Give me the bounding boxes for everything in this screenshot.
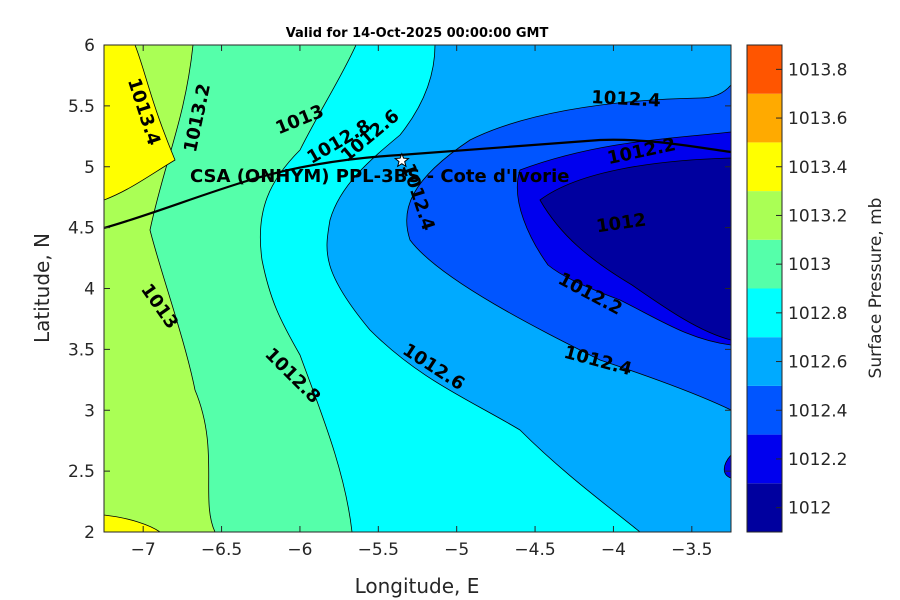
colorbar: 1012 1012.2 1012.4 1012.6 1012.8 1013 1013.2 10… <box>746 44 847 533</box>
site-name: CSA (ONHYM) PPL-3BS - Cote d'Ivorie <box>190 166 569 187</box>
plot-area <box>104 45 731 532</box>
y-axis-label: Latitude, N <box>30 233 54 343</box>
colorbar-tick-label: 1013.8 <box>788 60 847 80</box>
y-tick-label: 4 <box>84 280 95 300</box>
y-tick-label: 2 <box>84 523 95 543</box>
x-tick-label: −5 <box>444 540 469 560</box>
y-tick-label: 3 <box>84 401 95 421</box>
site-star-icon <box>393 152 410 168</box>
y-tick-label: 3.5 <box>68 340 95 360</box>
x-axis-label: Longitude, E <box>355 574 480 598</box>
y-tick-label: 4.5 <box>68 219 95 239</box>
x-tick-label: −6 <box>287 540 312 560</box>
colorbar-label: Surface Pressure, mb <box>866 198 886 379</box>
x-tick-label: −6.5 <box>201 540 242 560</box>
coastline <box>104 138 731 230</box>
x-tick-label: −5.5 <box>358 540 399 560</box>
y-tick-label: 5.5 <box>68 97 95 117</box>
x-tick-label: −4.5 <box>514 540 555 560</box>
chart-title: Valid for 14-Oct-2025 00:00:00 GMT <box>286 26 549 41</box>
colorbar-tick-label: 1012 <box>788 499 831 519</box>
colorbar-tick-label: 1012.8 <box>788 304 847 324</box>
band-1013-4 <box>104 45 176 201</box>
colorbar-tick-label: 1012.6 <box>788 353 847 373</box>
colorbar-tick-label: 1013.4 <box>788 158 847 178</box>
y-axis-ticks: 2 2.5 3 3.5 4 4.5 5 5.5 6 <box>68 36 731 543</box>
y-tick-label: 2.5 <box>68 462 95 482</box>
band-1012-0 <box>539 157 731 341</box>
colorbar-tick-label: 1013.6 <box>788 109 847 129</box>
colorbar-tick-label: 1013 <box>788 255 831 275</box>
x-tick-label: −3.5 <box>671 540 712 560</box>
band-1013-4-south <box>104 514 161 532</box>
x-axis-ticks: −7 −6.5 −6 −5.5 −5 −4.5 −4 −3.5 <box>131 45 712 560</box>
colorbar-tick-label: 1012.4 <box>788 401 847 421</box>
colorbar-frame <box>746 44 783 533</box>
colorbar-tick-label: 1012.2 <box>788 450 847 470</box>
y-tick-label: 5 <box>84 158 95 178</box>
contour-label: 1012.4 <box>591 87 661 112</box>
colorbar-tick-label: 1013.2 <box>788 206 847 226</box>
site-layer: CSA (ONHYM) PPL-3BS - Cote d'Ivorie <box>190 152 569 187</box>
x-tick-label: −7 <box>131 540 156 560</box>
x-tick-label: −4 <box>601 540 626 560</box>
y-tick-label: 6 <box>84 36 95 56</box>
